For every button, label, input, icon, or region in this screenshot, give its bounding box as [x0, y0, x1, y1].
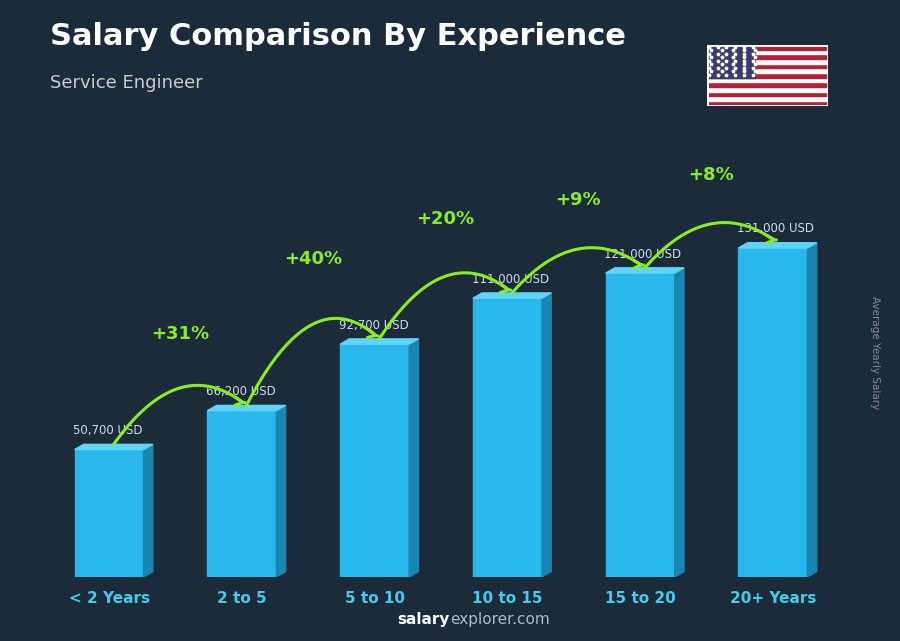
Bar [706, 45, 828, 49]
Text: 50,700 USD: 50,700 USD [73, 424, 143, 437]
Polygon shape [606, 268, 684, 273]
Text: +9%: +9% [555, 191, 601, 210]
Text: +31%: +31% [151, 325, 209, 343]
Bar [706, 82, 828, 87]
Polygon shape [340, 339, 418, 344]
Polygon shape [144, 444, 153, 577]
Polygon shape [75, 449, 144, 577]
Text: +20%: +20% [417, 210, 474, 228]
Polygon shape [207, 411, 276, 577]
Bar [706, 87, 828, 92]
Polygon shape [472, 293, 551, 298]
Bar [706, 59, 828, 63]
Text: 66,200 USD: 66,200 USD [206, 385, 275, 398]
Bar [706, 78, 828, 82]
Polygon shape [75, 444, 153, 449]
Text: salary: salary [398, 612, 450, 627]
Polygon shape [542, 293, 551, 577]
Text: Average Yearly Salary: Average Yearly Salary [869, 296, 880, 409]
Text: 121,000 USD: 121,000 USD [604, 247, 681, 261]
Bar [706, 73, 828, 78]
Polygon shape [807, 243, 817, 577]
Bar [706, 101, 828, 106]
Text: +40%: +40% [284, 250, 342, 268]
Text: Salary Comparison By Experience: Salary Comparison By Experience [50, 22, 625, 51]
Text: 92,700 USD: 92,700 USD [338, 319, 409, 331]
Polygon shape [276, 405, 285, 577]
Bar [706, 69, 828, 73]
Text: 131,000 USD: 131,000 USD [737, 222, 814, 235]
Text: +8%: +8% [688, 166, 734, 184]
Polygon shape [738, 243, 817, 248]
Polygon shape [472, 298, 542, 577]
Polygon shape [738, 248, 807, 577]
Polygon shape [340, 344, 410, 577]
Text: explorer.com: explorer.com [450, 612, 550, 627]
Polygon shape [207, 405, 285, 411]
Polygon shape [675, 268, 684, 577]
Bar [706, 49, 828, 54]
Bar [706, 54, 828, 59]
Polygon shape [606, 273, 675, 577]
Polygon shape [410, 339, 418, 577]
Bar [706, 96, 828, 101]
Bar [706, 92, 828, 96]
Bar [706, 63, 828, 69]
Text: Service Engineer: Service Engineer [50, 74, 202, 92]
Text: 111,000 USD: 111,000 USD [472, 272, 549, 286]
Bar [706, 45, 755, 78]
